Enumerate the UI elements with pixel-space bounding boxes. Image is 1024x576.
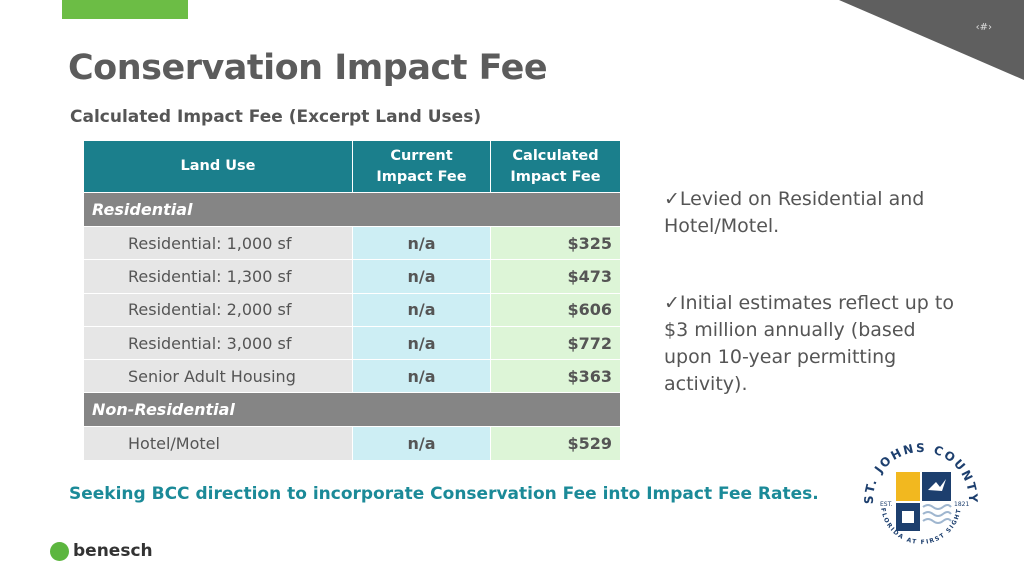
calculated-fee-cell: $772 — [490, 325, 621, 361]
st-johns-county-seal: ST. JOHNS COUNTY FLORIDA AT FIRST SIGHT … — [862, 441, 980, 546]
section-row: Non-Residential — [83, 392, 621, 428]
table-row: Residential: 3,000 sf n/a $772 — [83, 325, 621, 361]
table-row: Senior Adult Housing n/a $363 — [83, 359, 621, 394]
bullet-estimates: ✓Initial estimates reflect up to $3 mill… — [664, 292, 954, 395]
current-fee-cell: n/a — [352, 359, 491, 394]
bullet-levied: ✓Levied on Residential and Hotel/Motel. — [664, 188, 925, 237]
header-calculated-fee: Calculated Impact Fee — [490, 140, 621, 193]
header-current-fee: Current Impact Fee — [352, 140, 491, 193]
land-use-cell: Residential: 2,000 sf — [83, 292, 353, 327]
table-row: Residential: 1,000 sf n/a $325 — [83, 225, 621, 261]
calculated-fee-cell: $606 — [490, 292, 621, 327]
seeking-direction-text: Seeking BCC direction to incorporate Con… — [69, 484, 819, 504]
svg-text:EST.: EST. — [880, 501, 893, 508]
land-use-cell: Residential: 3,000 sf — [83, 325, 353, 361]
table-row: Residential: 2,000 sf n/a $606 — [83, 292, 621, 327]
accent-bar — [62, 0, 188, 19]
land-use-cell: Hotel/Motel — [83, 426, 353, 461]
benesch-logo: benesch — [50, 541, 153, 561]
current-fee-cell: n/a — [352, 426, 491, 461]
corner-decoration — [839, 0, 1024, 80]
section-label: Residential — [83, 192, 621, 227]
calculated-fee-cell: $325 — [490, 225, 621, 261]
calculated-fee-cell: $473 — [490, 259, 621, 294]
current-fee-cell: n/a — [352, 292, 491, 327]
svg-text:ST. JOHNS COUNTY: ST. JOHNS COUNTY — [862, 441, 980, 504]
impact-fee-table: Land Use Current Impact Fee Calculated I… — [83, 140, 621, 461]
benesch-logo-text: benesch — [73, 541, 153, 561]
land-use-cell: Senior Adult Housing — [83, 359, 353, 394]
land-use-cell: Residential: 1,300 sf — [83, 259, 353, 294]
slide-subtitle: Calculated Impact Fee (Excerpt Land Uses… — [70, 107, 482, 127]
table-row: Hotel/Motel n/a $529 — [83, 426, 621, 461]
section-row: Residential — [83, 192, 621, 227]
current-fee-cell: n/a — [352, 325, 491, 361]
current-fee-cell: n/a — [352, 259, 491, 294]
benesch-logo-icon — [50, 541, 69, 561]
table-row: Residential: 1,300 sf n/a $473 — [83, 259, 621, 294]
svg-text:1821: 1821 — [954, 501, 969, 508]
land-use-cell: Residential: 1,000 sf — [83, 225, 353, 261]
slide-title: Conservation Impact Fee — [68, 48, 548, 88]
slide-number: ‹#› — [975, 22, 992, 33]
calculated-fee-cell: $363 — [490, 359, 621, 394]
header-land-use: Land Use — [83, 140, 353, 193]
current-fee-cell: n/a — [352, 225, 491, 261]
calculated-fee-cell: $529 — [490, 426, 621, 461]
section-label: Non-Residential — [83, 392, 621, 428]
